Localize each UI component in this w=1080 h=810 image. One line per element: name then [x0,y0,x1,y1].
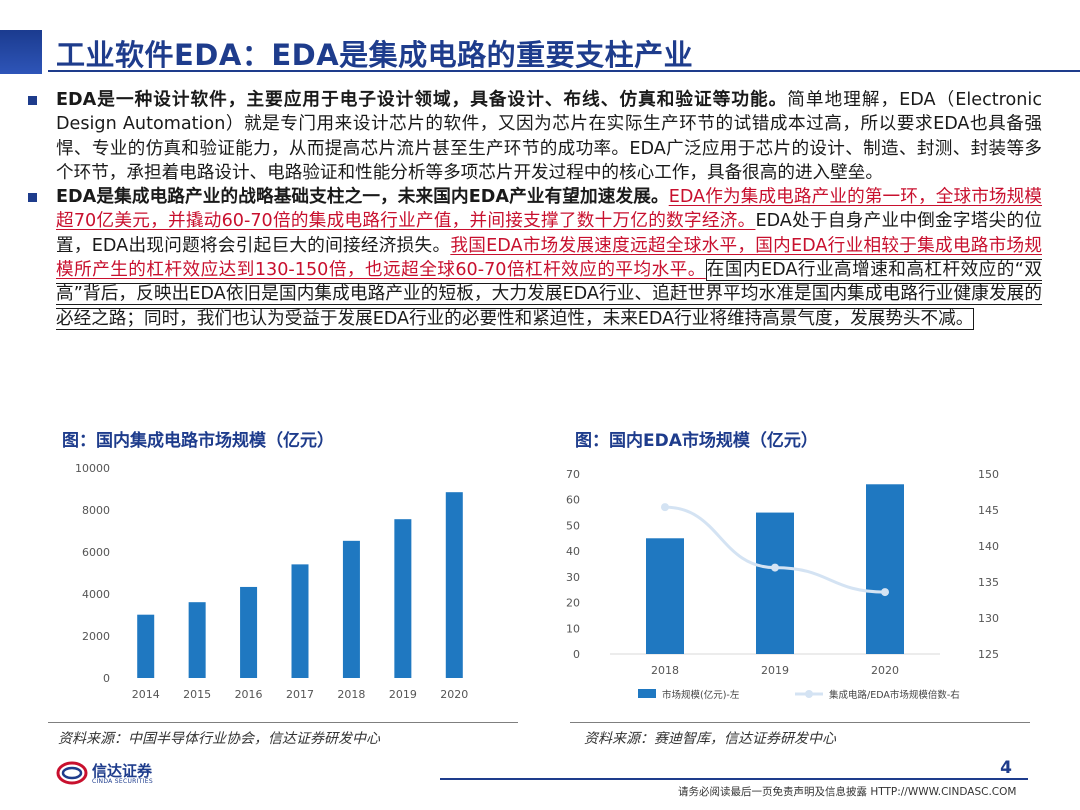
bullet-square-icon [28,193,37,203]
y-tick-label: 2000 [82,630,110,643]
logo-text: 信达证券 [92,762,153,780]
line-point [771,563,779,572]
cinda-logo-icon [56,761,88,785]
bullet-2-highlight-1: EDA作为集成电路产业的第一环，全球市场规模超70亿美元，并撬动60-70倍的集… [56,187,1042,232]
bar [756,512,794,654]
x-tick-label: 2019 [761,664,789,677]
y-left-tick-label: 60 [566,494,580,507]
x-tick-label: 2018 [337,688,365,701]
legend-label-line: 集成电路/EDA市场规模倍数-右 [829,689,960,701]
y-left-tick-label: 70 [566,468,580,481]
logo-subtext: CINDA SECURITIES [92,778,153,785]
bar [394,519,412,678]
bullet-2-text-2: 在国内EDA行业高增速和高杠杆效应的“双高”背后，反映出EDA依旧是国内集成电路… [56,259,1042,330]
x-tick-label: 2015 [183,688,211,701]
y-left-tick-label: 10 [566,622,580,635]
bullet-1-lead: EDA是一种设计软件，主要应用于电子设计领域，具备设计、布线、仿真和验证等功能。 [56,90,788,110]
y-tick-label: 6000 [82,546,110,559]
bullet-2-highlight-2: 我国EDA市场发展速度远超全球水平，国内EDA行业相较于集成电路市场规模所产生的… [56,235,1042,281]
x-tick-label: 2018 [651,664,679,677]
bullet-2-lead: EDA是集成电路产业的战略基础支柱之一，未来国内EDA产业有望加速发展。 [56,187,669,208]
bar [291,564,309,678]
title-accent-block [0,30,42,74]
y-left-tick-label: 20 [566,597,580,610]
bar [188,602,206,678]
bullet-list: EDA是一种设计软件，主要应用于电子设计领域，具备设计、布线、仿真和验证等功能。… [28,88,1042,331]
bullet-item-1: EDA是一种设计软件，主要应用于电子设计领域，具备设计、布线、仿真和验证等功能。… [28,88,1042,185]
legend-swatch-bar [638,689,656,698]
bar [240,586,258,678]
y-tick-label: 8000 [82,504,110,517]
title-bar: 工业软件EDA：EDA是集成电路的重要支柱产业 [0,30,1080,74]
figure-right-caption: 图：国内EDA市场规模（亿元） [575,431,818,451]
legend-marker-line [805,690,813,698]
bar [646,538,684,654]
y-left-tick-label: 30 [566,571,580,584]
x-tick-label: 2017 [286,688,314,701]
bar [445,492,463,678]
figure-left-caption: 图：国内集成电路市场规模（亿元） [62,431,334,451]
y-tick-label: 10000 [75,462,110,475]
x-tick-label: 2016 [235,688,263,701]
y-right-tick-label: 125 [978,648,999,661]
x-tick-label: 2019 [389,688,417,701]
cinda-logo: 信达证券 CINDA SECURITIES [56,758,186,788]
bullet-1-text: 简单地理解，EDA（Electronic Design Automation）就… [56,90,1042,183]
legend-label-bar: 市场规模(亿元)-左 [662,689,740,701]
chart-ic-market-size: 0 2000 4000 6000 8000 10000 2014 2015 2016 2017 20… [75,462,468,701]
footer-disclaimer: 请务必阅读最后一页免责声明及信息披露 HTTP://WWW.CINDASC.CO… [678,786,1017,798]
y-left-tick-label: 0 [573,648,580,661]
x-tick-label: 2020 [871,664,899,677]
bar [137,614,155,678]
bar [866,484,904,654]
figure-left-source: 资料来源：中国半导体行业协会，信达证券研发中心 [58,731,380,747]
x-tick-label: 2014 [132,688,160,701]
line-point [661,503,669,512]
y-left-tick-label: 50 [566,519,580,532]
y-right-tick-label: 135 [978,576,999,589]
y-right-tick-label: 130 [978,612,999,625]
y-right-tick-label: 150 [978,468,999,481]
figure-left-source-rule [48,722,518,723]
figure-right-source-rule [570,722,1030,723]
bar [342,540,360,678]
bullet-item-2: EDA是集成电路产业的战略基础支柱之一，未来国内EDA产业有望加速发展。EDA作… [28,185,1042,331]
y-left-tick-label: 40 [566,545,580,558]
y-tick-label: 4000 [82,588,110,601]
page-title: 工业软件EDA：EDA是集成电路的重要支柱产业 [56,38,694,72]
footer-rule [440,778,1028,780]
x-tick-label: 2020 [440,688,468,701]
title-underline [48,70,1080,72]
page-number: 4 [1000,758,1012,778]
figure-right-source: 资料来源：赛迪智库，信达证券研发中心 [584,731,836,747]
line-point [881,588,889,597]
bullet-2-text-1: EDA处于自身产业中倒金字塔尖的位置，EDA出现问题将会引起巨大的间接经济损失。 [56,211,1042,256]
bullet-square-icon [28,96,37,105]
y-tick-label: 0 [103,672,110,685]
chart-eda-market-size: 0 10 20 30 40 50 60 70 125 130 135 140 145 150 2018 201… [566,468,999,701]
y-right-tick-label: 145 [978,504,999,517]
y-right-tick-label: 140 [978,540,999,553]
